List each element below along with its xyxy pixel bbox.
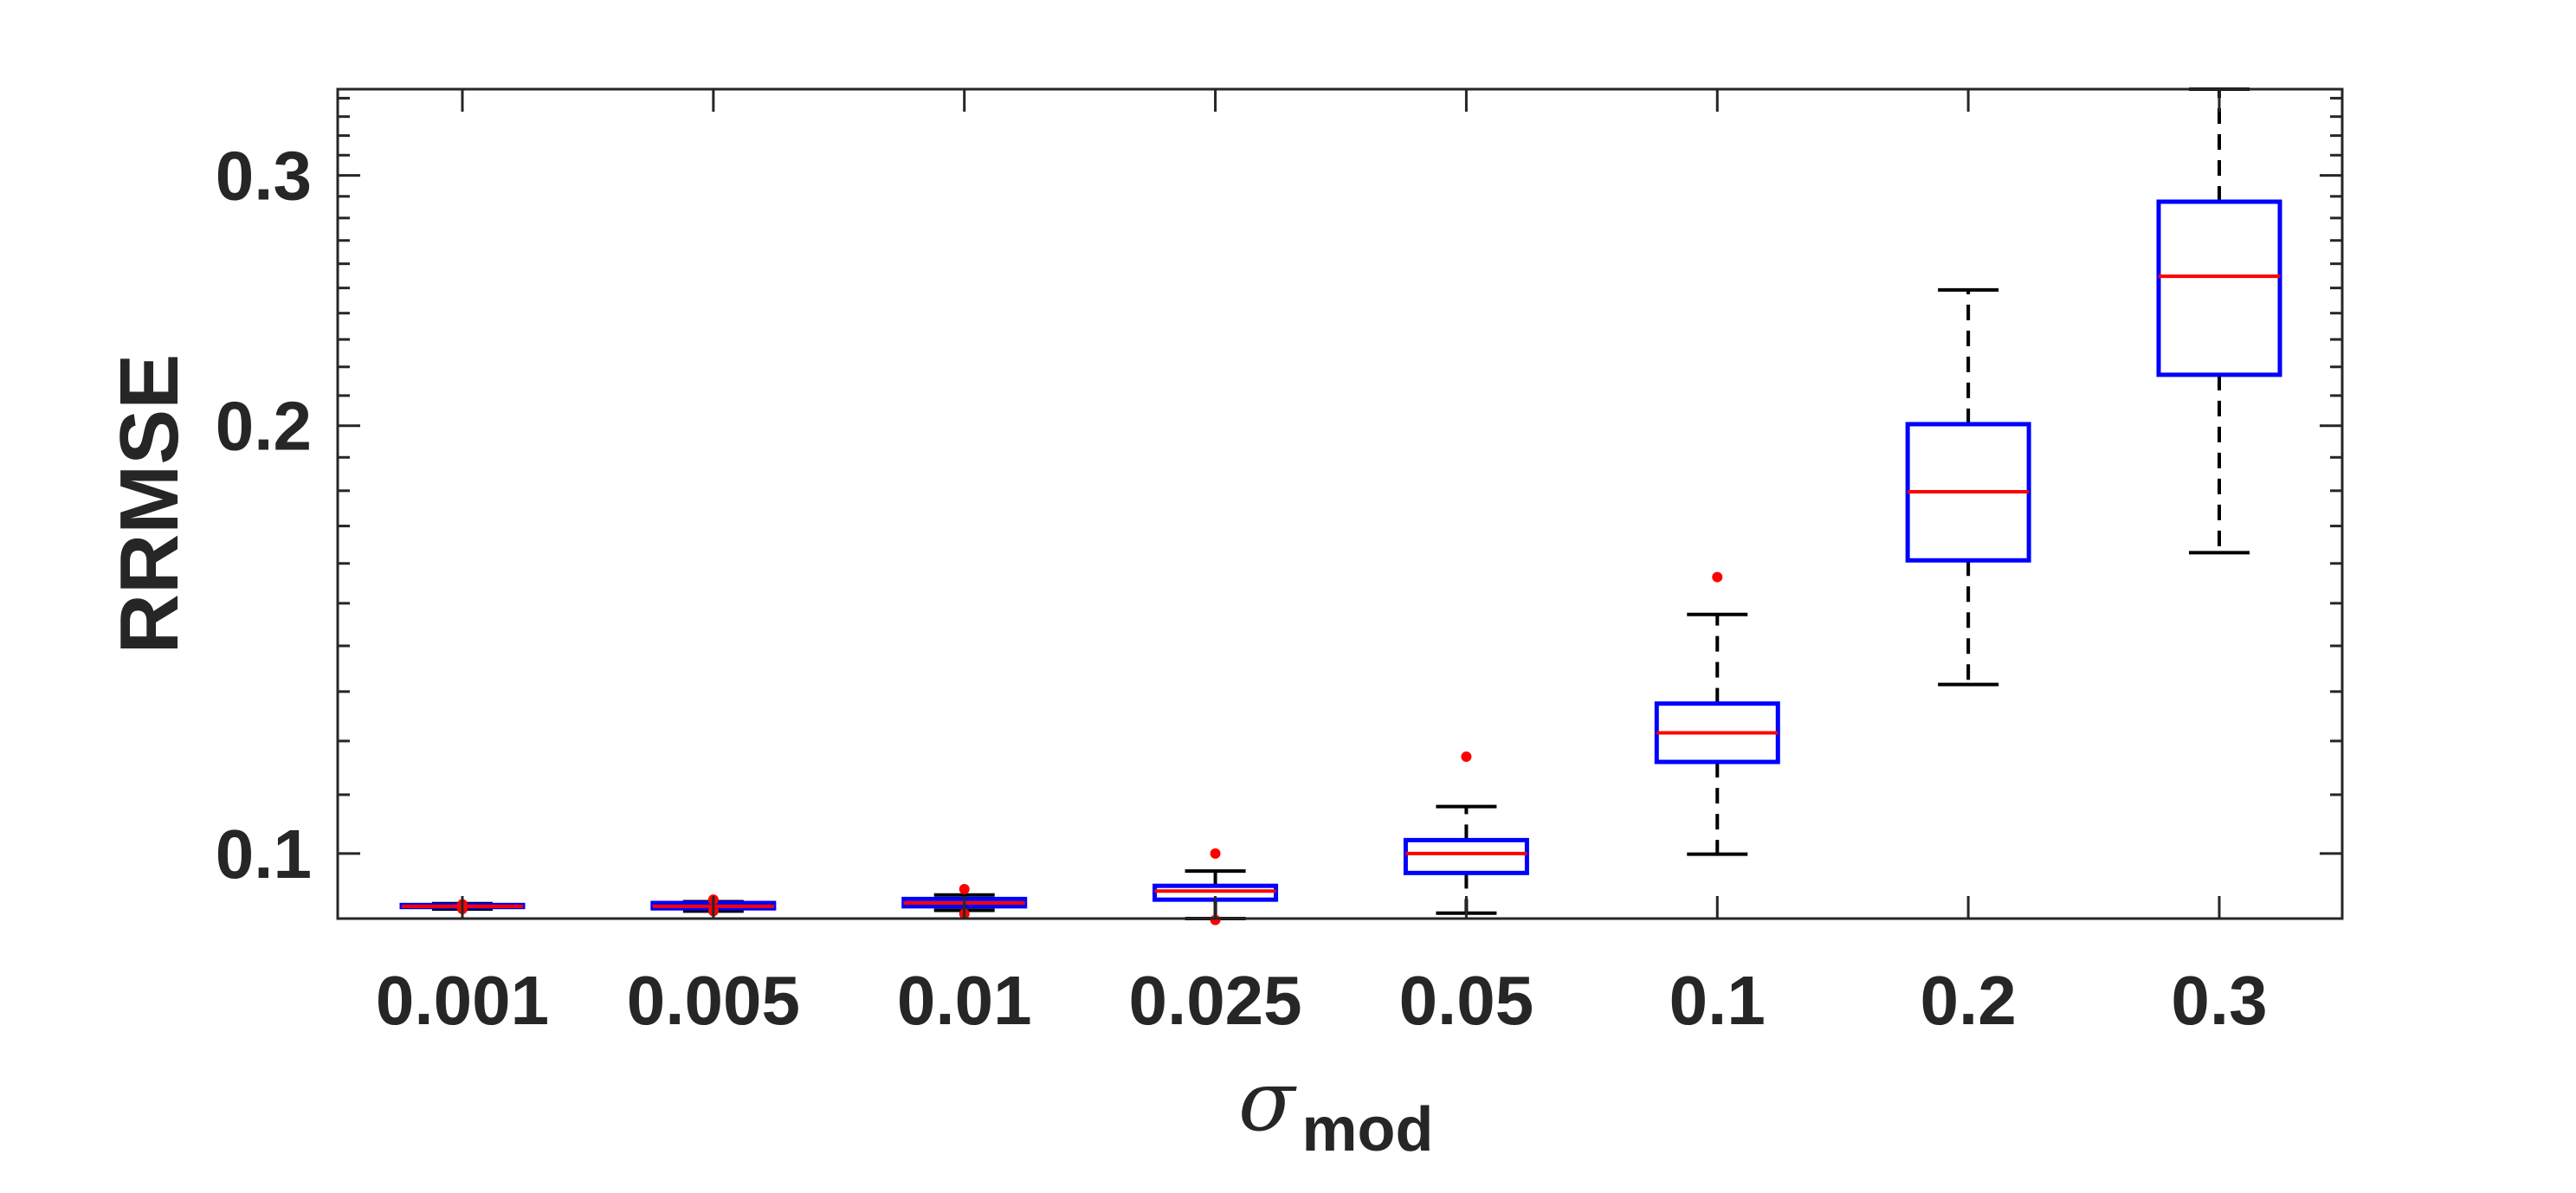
outlier-point xyxy=(959,883,970,894)
outlier-point xyxy=(1461,751,1472,762)
ticks-layer xyxy=(338,89,2342,920)
x-tick-label: 0.005 xyxy=(627,962,800,1039)
y-tick-label: 0.2 xyxy=(216,388,312,465)
boxes-layer xyxy=(399,87,2282,925)
box-group-0.2 xyxy=(1905,287,2031,687)
x-axis-label-subscript: mod xyxy=(1302,1095,1434,1164)
y-axis-label: RRMSE xyxy=(103,354,196,655)
y-tick-label: 0.3 xyxy=(216,138,312,215)
box-iqr xyxy=(1403,837,1529,875)
box-iqr xyxy=(2156,199,2282,377)
x-tick-label: 0.025 xyxy=(1128,962,1301,1039)
y-tick-label: 0.1 xyxy=(216,816,312,893)
x-axis-label: σ mod xyxy=(1238,1053,1434,1164)
box-group-0.1 xyxy=(1654,571,1780,856)
x-tick-label: 0.001 xyxy=(376,962,549,1039)
x-tick-label: 0.05 xyxy=(1399,962,1534,1039)
x-tick-label: 0.01 xyxy=(897,962,1032,1039)
x-tick-label: 0.2 xyxy=(1921,962,2017,1039)
x-axis-label-symbol: σ xyxy=(1238,1053,1297,1150)
box-group-0.05 xyxy=(1403,751,1529,915)
tick-labels-layer: 0.1 0.2 0.3 0.001 0.005 0.01 0.025 0.05 0.1 0.2 0.… xyxy=(216,138,2268,1039)
outlier-point xyxy=(1712,571,1723,583)
plot-frame xyxy=(336,87,2344,920)
x-tick-label: 0.3 xyxy=(2171,962,2267,1039)
x-tick-label: 0.1 xyxy=(1669,962,1766,1039)
box-group-0.3 xyxy=(2156,87,2282,555)
outlier-point xyxy=(1210,848,1221,859)
